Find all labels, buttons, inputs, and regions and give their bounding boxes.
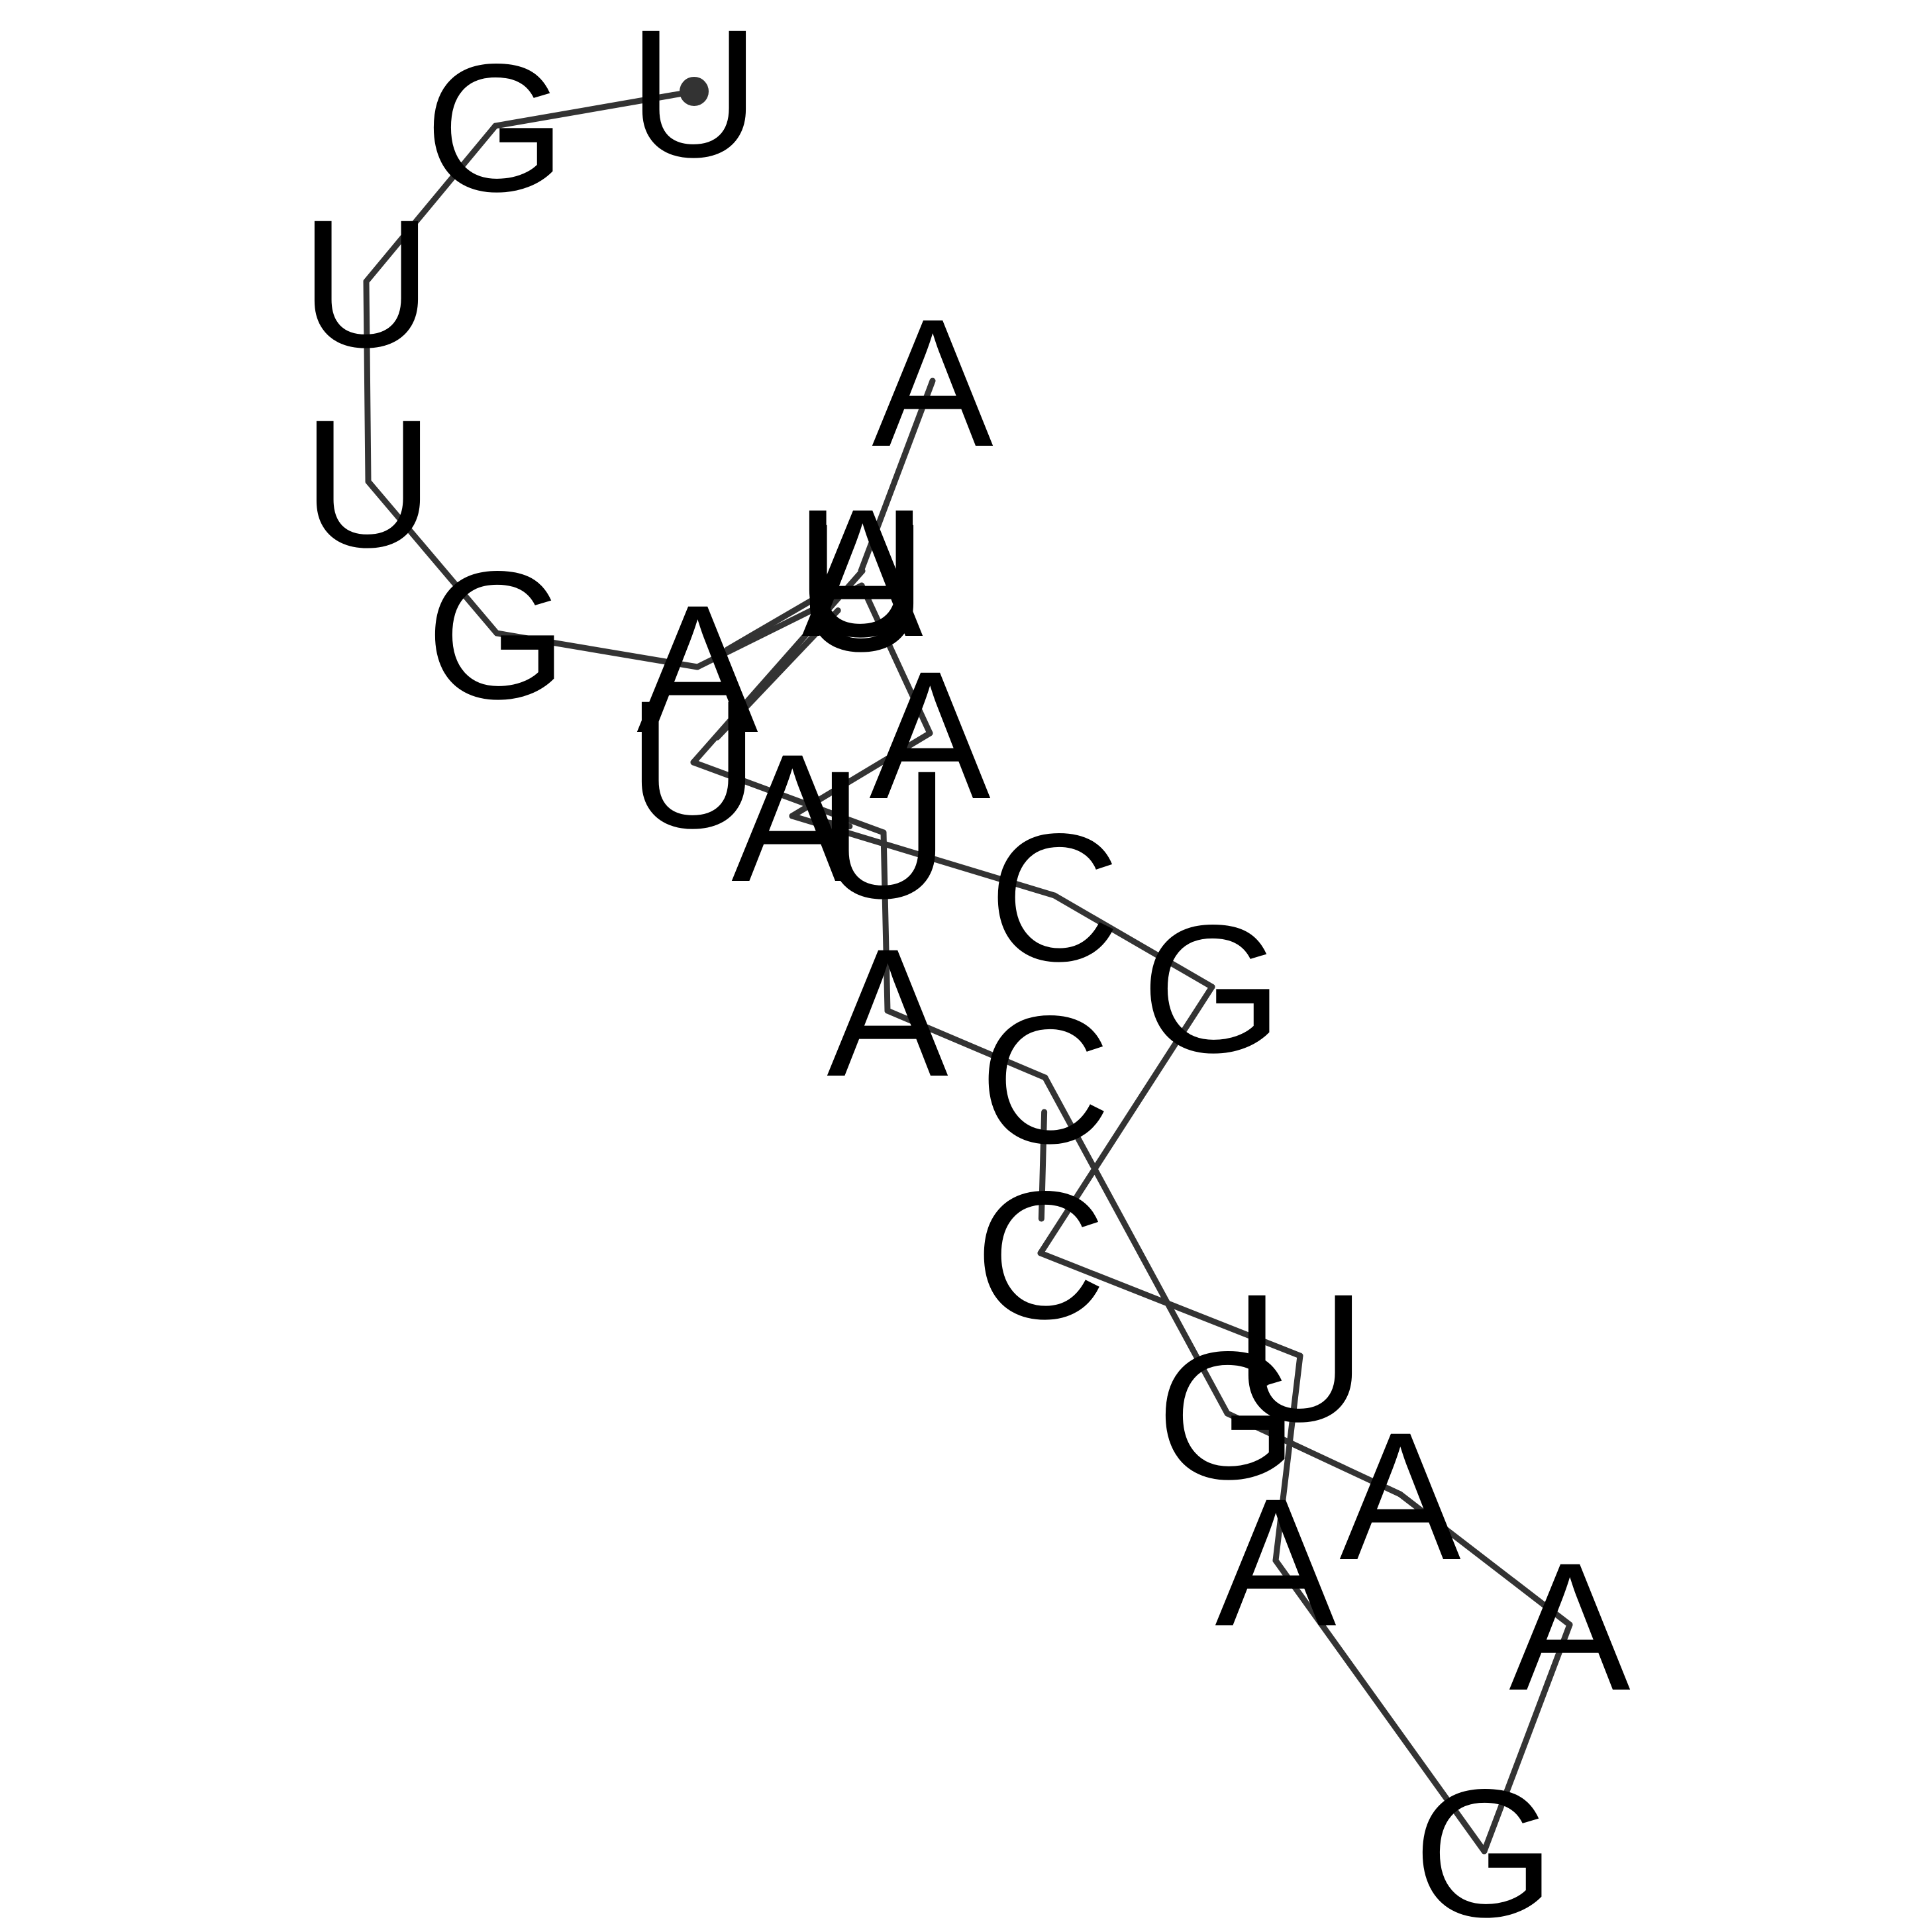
nucleotide-label: A — [801, 472, 924, 675]
backbone-segment — [492, 88, 697, 129]
backbone-segment — [880, 829, 891, 1014]
base-pair-layer — [714, 585, 1276, 1396]
nucleotide-label: A — [827, 911, 949, 1115]
nucleotide-label: G — [1156, 1314, 1298, 1517]
nucleotide-label: G — [1141, 888, 1283, 1091]
nucleotide-label: U — [1235, 1256, 1366, 1460]
base-pair-bond — [724, 585, 836, 653]
backbone-segment — [858, 582, 933, 737]
nucleotide-label: A — [1509, 1525, 1631, 1729]
nucleotide-label: A — [731, 717, 854, 920]
backbone-segment — [1042, 1074, 1231, 1417]
nucleotide-label: U — [818, 733, 950, 937]
backbone-segment — [1272, 1557, 1488, 1855]
base-pair-bond — [1251, 1374, 1276, 1396]
backbone-segment — [363, 123, 499, 285]
backbone-segment — [1224, 1410, 1403, 1498]
base-pair-bond — [714, 607, 841, 740]
nucleotide-label: G — [1413, 1752, 1555, 1932]
nucleotide-label: A — [1215, 1461, 1337, 1664]
backbone-segment — [1481, 1621, 1573, 1855]
backbone-segment — [493, 630, 701, 670]
nucleotide-label: A — [1339, 1395, 1462, 1598]
backbone-segment — [1051, 892, 1215, 990]
nucleotide-label: A — [872, 281, 994, 485]
nucleotide-label: U — [303, 382, 434, 585]
base-pair-bond — [1038, 1109, 1048, 1222]
nucleotide-label: C — [975, 1154, 1107, 1357]
backbone-segment — [789, 813, 1058, 899]
base-pair-bond — [823, 819, 853, 830]
nucleotide-label: U — [796, 486, 928, 689]
backbone-segment — [858, 378, 936, 574]
nucleotide-label: C — [980, 978, 1111, 1182]
nucleotide-label: C — [989, 796, 1121, 999]
backbone-segment — [363, 278, 372, 485]
backbone-segment — [1397, 1491, 1573, 1628]
nucleotide-label: G — [426, 534, 568, 737]
nucleotide-label-layer: UGUUGAUAACGCUAGAAGCAUUAUA — [301, 0, 1631, 1932]
five-prime-end-marker — [680, 77, 709, 106]
nucleotide-label: A — [636, 568, 759, 771]
nucleotide-label: U — [301, 182, 432, 385]
nucleotide-label: A — [869, 634, 991, 837]
backbone-segment — [789, 730, 933, 819]
nucleotide-label: U — [795, 472, 927, 675]
nucleotide-label: G — [425, 26, 566, 230]
backbone-segment — [1272, 1352, 1303, 1564]
backbone-layer — [363, 88, 1573, 1855]
backbone-segment — [884, 1007, 1048, 1081]
backbone-segment — [365, 478, 500, 636]
backbone-segment — [690, 759, 887, 836]
backbone-segment — [1037, 984, 1215, 1256]
nucleotide-label: U — [628, 663, 760, 866]
